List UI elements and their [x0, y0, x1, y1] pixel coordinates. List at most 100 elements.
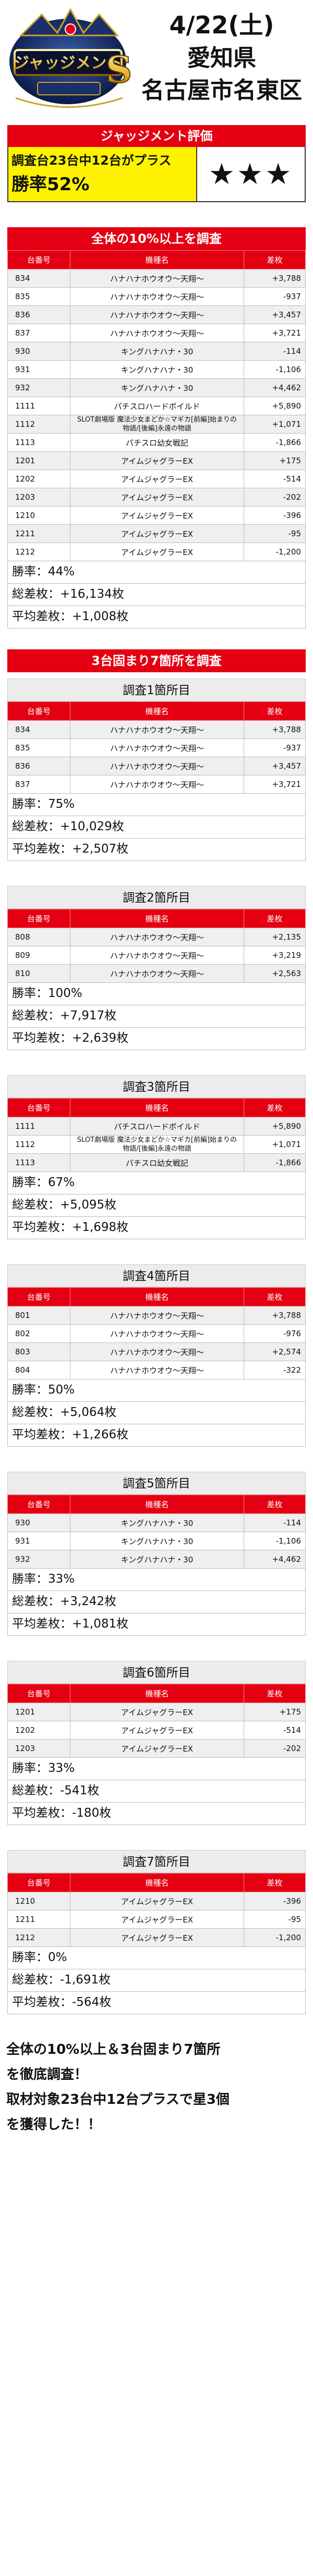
machine-number: 1112 [7, 1135, 70, 1154]
machine-number: 801 [7, 1306, 70, 1325]
header-diff: 差枚 [244, 1098, 306, 1117]
cluster-win-rate: 勝率：75% [7, 794, 306, 816]
machine-name: ハナハナホウオウ〜天翔〜 [70, 775, 244, 794]
machine-name: ハナハナホウオウ〜天翔〜 [70, 305, 244, 324]
table-row: 931 キングハナハナ・30 -1,106 [7, 360, 306, 379]
machine-number: 1203 [7, 1739, 70, 1758]
table-row: 1111 パチスロハードボイルド +5,890 [7, 397, 306, 415]
table-row: 1202 アイムジャグラーEX -514 [7, 1721, 306, 1740]
cluster-survey-section: 3台固まり7箇所を調査 調査1箇所目 台番号 機種名 差枚 834 ハナハナホウオウ〜天翔… [7, 649, 306, 2014]
table-row: 836 ハナハナホウオウ〜天翔〜 +3,457 [7, 305, 306, 324]
cluster-block: 調査1箇所目 台番号 機種名 差枚 834 ハナハナホウオウ〜天翔〜 +3,788 835 ハナ… [7, 679, 306, 861]
machine-number: 837 [7, 775, 70, 794]
coin-difference: -976 [244, 1324, 306, 1343]
table-row: 837 ハナハナホウオウ〜天翔〜 +3,721 [7, 324, 306, 342]
machine-name: アイムジャグラーEX [70, 1703, 244, 1721]
conclusion-text: 全体の10%以上＆3台固まり7箇所 を徹底調査！ 取材対象23台中12台プラスで… [6, 2037, 307, 2137]
cluster-total: 総差枚：+3,242枚 [7, 1591, 306, 1613]
machine-name: ハナハナホウオウ〜天翔〜 [70, 720, 244, 739]
machine-name: アイムジャグラーEX [70, 524, 244, 543]
cluster-average: 平均差枚：+1,266枚 [7, 1424, 306, 1447]
main-win-rate: 勝率：44% [7, 561, 306, 584]
header-machine: 機種名 [70, 1495, 244, 1514]
coin-difference: -1,106 [244, 1532, 306, 1550]
table-header-row: 台番号 機種名 差枚 [7, 250, 306, 269]
coin-difference: +1,071 [244, 1135, 306, 1154]
machine-name: キングハナハナ・30 [70, 378, 244, 397]
machine-number: 932 [7, 378, 70, 397]
machine-name: パチスロ幼女戦記 [70, 433, 244, 452]
machine-name: キングハナハナ・30 [70, 360, 244, 379]
table-row: 1113 パチスロ幼女戦記 -1,866 [7, 433, 306, 452]
coin-difference: +175 [244, 451, 306, 470]
table-row: 1210 アイムジャグラーEX -396 [7, 506, 306, 525]
table-row: 1201 アイムジャグラーEX +175 [7, 1703, 306, 1721]
table-row: 1202 アイムジャグラーEX -514 [7, 470, 306, 488]
machine-number: 808 [7, 928, 70, 946]
report-date: 4/22(土) [169, 11, 274, 39]
cluster-table: 台番号 機種名 差枚 801 ハナハナホウオウ〜天翔〜 +3,788 802 ハナハナホウオウ… [7, 1287, 306, 1379]
cluster-average: 平均差枚：+1,081枚 [7, 1613, 306, 1636]
cluster-survey-title: 3台固まり7箇所を調査 [7, 649, 306, 672]
machine-number: 810 [7, 964, 70, 983]
conclusion-line: 全体の10%以上＆3台固まり7箇所 [6, 2042, 221, 2057]
machine-name: アイムジャグラーEX [70, 1721, 244, 1740]
header-info: 4/22(土) 愛知県 名古屋市名東区 [136, 8, 308, 107]
evaluation-title: ジャッジメント評価 [7, 125, 306, 147]
machine-number: 804 [7, 1361, 70, 1379]
machine-number: 931 [7, 360, 70, 379]
header-diff: 差枚 [244, 909, 306, 928]
cluster-block: 調査5箇所目 台番号 機種名 差枚 930 キングハナハナ・30 -114 931 キングハナハ… [7, 1472, 306, 1636]
table-header-row: 台番号 機種名 差枚 [7, 1495, 306, 1514]
machine-name: SLOT劇場版 魔法少女まどか☆マギカ[前編]始まりの物語/[後編]永遠の物語 [70, 1135, 244, 1154]
coin-difference: +2,135 [244, 928, 306, 946]
coin-difference: -514 [244, 470, 306, 488]
coin-difference: +2,563 [244, 964, 306, 983]
cluster-title: 調査5箇所目 [7, 1472, 306, 1495]
evaluation-body: 調査台23台中12台がプラス 勝率52% ★★★ [7, 147, 306, 202]
machine-name: ハナハナホウオウ〜天翔〜 [70, 269, 244, 288]
machine-name: ハナハナホウオウ〜天翔〜 [70, 928, 244, 946]
main-survey-title: 全体の10%以上を調査 [7, 227, 306, 250]
main-average: 平均差枚：+1,008枚 [7, 606, 306, 628]
coin-difference: +5,890 [244, 1117, 306, 1136]
machine-number: 803 [7, 1342, 70, 1361]
header-machine: 機種名 [70, 1684, 244, 1703]
header-number: 台番号 [7, 701, 70, 721]
table-row: 801 ハナハナホウオウ〜天翔〜 +3,788 [7, 1306, 306, 1325]
table-header-row: 台番号 機種名 差枚 [7, 1873, 306, 1892]
machine-name: アイムジャグラーEX [70, 1910, 244, 1929]
table-row: 931 キングハナハナ・30 -1,106 [7, 1532, 306, 1550]
machine-number: 1210 [7, 1892, 70, 1911]
cluster-title: 調査7箇所目 [7, 1850, 306, 1873]
machine-number: 1111 [7, 1117, 70, 1136]
area: 名古屋市名東区 [141, 77, 302, 104]
machine-name: ハナハナホウオウ〜天翔〜 [70, 287, 244, 306]
machine-name: ハナハナホウオウ〜天翔〜 [70, 946, 244, 965]
machine-number: 836 [7, 305, 70, 324]
coin-difference: +3,457 [244, 757, 306, 775]
header-machine: 機種名 [70, 250, 244, 269]
coin-difference: -202 [244, 1739, 306, 1758]
coin-difference: -95 [244, 524, 306, 543]
machine-name: アイムジャグラーEX [70, 1928, 244, 1947]
table-row: 802 ハナハナホウオウ〜天翔〜 -976 [7, 1324, 306, 1343]
cluster-total: 総差枚：-1,691枚 [7, 1969, 306, 1992]
table-row: 1111 パチスロハードボイルド +5,890 [7, 1117, 306, 1136]
table-row: 1211 アイムジャグラーEX -95 [7, 1910, 306, 1929]
table-row: 834 ハナハナホウオウ〜天翔〜 +3,788 [7, 269, 306, 288]
table-row: 835 ハナハナホウオウ〜天翔〜 -937 [7, 738, 306, 757]
machine-name: アイムジャグラーEX [70, 1739, 244, 1758]
coin-difference: -396 [244, 1892, 306, 1911]
machine-number: 1113 [7, 433, 70, 452]
cluster-total: 総差枚：+7,917枚 [7, 1005, 306, 1028]
cluster-title: 調査6箇所目 [7, 1661, 306, 1684]
table-header-row: 台番号 機種名 差枚 [7, 1098, 306, 1117]
cluster-block: 調査3箇所目 台番号 機種名 差枚 1111 パチスロハードボイルド +5,890 1112 S… [7, 1075, 306, 1239]
table-row: 836 ハナハナホウオウ〜天翔〜 +3,457 [7, 757, 306, 775]
cluster-win-rate: 勝率：50% [7, 1379, 306, 1402]
coin-difference: +3,788 [244, 720, 306, 739]
header-number: 台番号 [7, 909, 70, 928]
prefecture: 愛知県 [187, 45, 256, 71]
